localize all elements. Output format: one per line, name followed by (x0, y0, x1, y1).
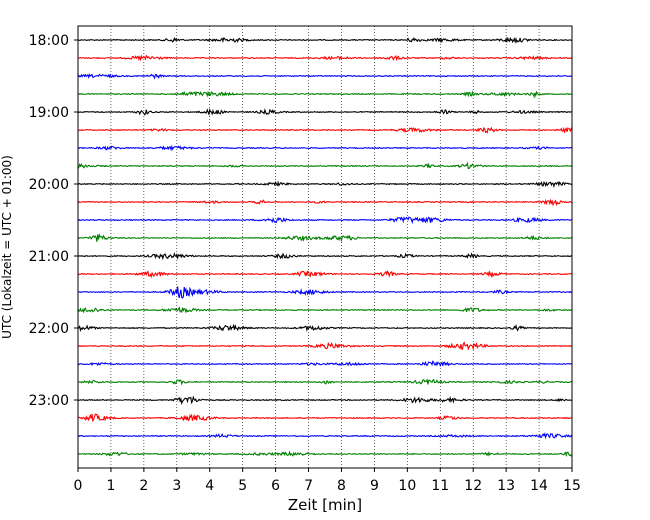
x-tick-label: 6 (271, 478, 280, 494)
x-tick-label: 12 (464, 478, 482, 494)
x-tick-label: 10 (398, 478, 416, 494)
trace-2115 (77, 270, 573, 279)
x-tick-label: 5 (238, 478, 247, 494)
traces (77, 36, 573, 458)
y-axis-label: UTC (Lokalzeit = UTC + 01:00) (0, 155, 14, 339)
trace-1830 (77, 73, 573, 80)
x-tick-label: 2 (139, 478, 148, 494)
trace-2300 (77, 395, 573, 406)
x-tick-label: 0 (74, 478, 83, 494)
y-tick-label: 23:00 (29, 393, 69, 409)
x-axis-label: Zeit [min] (288, 496, 362, 514)
trace-1845 (77, 90, 573, 99)
trace-1800 (77, 36, 573, 44)
trace-2245 (77, 378, 573, 386)
x-tick-label: 3 (172, 478, 181, 494)
y-tick-label: 20:00 (29, 177, 69, 193)
trace-2215 (77, 341, 573, 351)
y-tick-label: 21:00 (29, 249, 69, 265)
trace-1815 (77, 54, 573, 62)
trace-1945 (77, 161, 573, 170)
trace-2200 (77, 323, 573, 333)
y-tick-label: 18:00 (29, 33, 69, 49)
trace-2015 (77, 198, 573, 207)
trace-2100 (77, 252, 573, 261)
trace-2000 (77, 180, 573, 189)
x-tick-label: 9 (370, 478, 379, 494)
x-tick-label: 8 (337, 478, 346, 494)
plot-frame (77, 25, 573, 469)
y-tick-label: 22:00 (29, 321, 69, 337)
x-tick-label: 13 (497, 478, 515, 494)
trace-2145 (77, 306, 573, 314)
x-tick-label: 11 (431, 478, 449, 494)
y-tick-label: 19:00 (29, 105, 69, 121)
x-tick-label: 7 (304, 478, 313, 494)
x-tick-label: 14 (530, 478, 548, 494)
x-tick-label: 1 (106, 478, 115, 494)
x-tick-label: 15 (563, 478, 581, 494)
trace-2345 (77, 450, 573, 458)
trace-1900 (77, 107, 573, 117)
trace-2330 (77, 432, 573, 440)
trace-2230 (77, 360, 573, 368)
trace-2315 (77, 413, 573, 423)
trace-1915 (77, 126, 573, 134)
x-axis: 0 1 2 3 4 5 6 7 8 9 10 11 12 13 14 15 (74, 468, 581, 494)
y-axis: 18:00 19:00 20:00 21:00 22:00 23:00 (29, 33, 78, 409)
grid-lines (110, 26, 540, 468)
trace-2130 (77, 286, 573, 299)
trace-2030 (77, 216, 573, 225)
trace-1930 (77, 144, 573, 152)
trace-2045 (77, 233, 573, 243)
x-tick-label: 4 (205, 478, 214, 494)
